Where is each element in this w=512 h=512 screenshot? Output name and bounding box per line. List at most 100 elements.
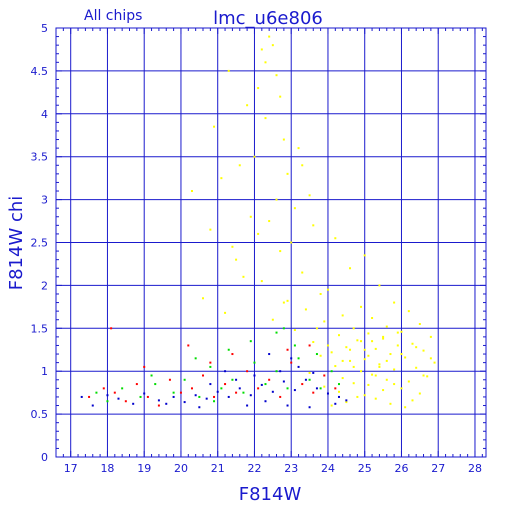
data-point xyxy=(187,344,190,347)
data-point xyxy=(293,344,296,347)
data-point xyxy=(400,387,403,390)
data-point xyxy=(382,337,385,340)
data-point xyxy=(290,357,293,360)
y-tick-label: 4.5 xyxy=(31,65,49,78)
data-point xyxy=(315,327,318,330)
data-point xyxy=(334,387,337,390)
data-point xyxy=(190,190,193,193)
data-point xyxy=(253,155,256,158)
data-point xyxy=(257,387,260,390)
data-point xyxy=(323,374,326,377)
data-point xyxy=(290,361,293,364)
data-point xyxy=(238,387,241,390)
data-point xyxy=(121,387,124,390)
data-point xyxy=(326,344,329,347)
data-point xyxy=(146,395,149,398)
data-point xyxy=(337,390,340,393)
data-point xyxy=(257,87,260,90)
data-point xyxy=(264,117,267,120)
data-point xyxy=(337,383,340,386)
data-point xyxy=(360,370,363,373)
y-tick-label: 2.5 xyxy=(31,237,49,250)
data-point xyxy=(113,391,116,394)
data-point xyxy=(433,361,436,364)
data-point xyxy=(371,340,374,343)
data-points xyxy=(80,35,436,409)
data-point xyxy=(323,320,326,323)
data-point xyxy=(371,373,374,376)
y-tick-label: 1.5 xyxy=(31,322,49,335)
data-point xyxy=(238,164,241,167)
data-point xyxy=(363,254,366,257)
data-point xyxy=(242,275,245,278)
y-tick-label: 5 xyxy=(41,22,48,35)
x-tick-label: 26 xyxy=(394,462,408,475)
y-tick-label: 3 xyxy=(41,194,48,207)
data-point xyxy=(124,400,127,403)
data-point xyxy=(382,335,385,338)
data-point xyxy=(396,331,399,334)
data-point xyxy=(411,399,414,402)
data-point xyxy=(106,394,109,397)
data-point xyxy=(286,299,289,302)
data-point xyxy=(231,378,234,381)
data-point xyxy=(231,353,234,356)
data-point xyxy=(341,314,344,317)
data-point xyxy=(319,387,322,390)
data-point xyxy=(352,327,355,330)
data-point xyxy=(385,359,388,362)
data-point xyxy=(415,346,418,349)
data-point xyxy=(352,382,355,385)
data-point xyxy=(334,402,337,405)
data-point xyxy=(429,357,432,360)
data-point xyxy=(88,395,91,398)
data-point xyxy=(293,389,296,392)
data-point xyxy=(422,349,425,352)
data-point xyxy=(132,402,135,405)
data-point xyxy=(334,365,337,368)
data-point xyxy=(220,387,223,390)
data-point xyxy=(286,404,289,407)
y-axis-title: F814W chi xyxy=(6,196,27,291)
data-point xyxy=(367,332,370,335)
data-point xyxy=(179,391,182,394)
grid xyxy=(56,27,486,458)
data-point xyxy=(341,359,344,362)
data-point xyxy=(209,383,212,386)
data-point xyxy=(135,383,138,386)
data-point xyxy=(326,392,329,395)
data-point xyxy=(95,391,98,394)
data-point xyxy=(297,365,300,368)
y-tick-label: 0.5 xyxy=(31,408,49,421)
data-point xyxy=(301,383,304,386)
data-point xyxy=(213,125,216,128)
data-point xyxy=(139,395,142,398)
data-point xyxy=(279,370,282,373)
data-point xyxy=(323,385,326,388)
data-point xyxy=(157,404,160,407)
data-point xyxy=(374,347,377,350)
data-point xyxy=(194,394,197,397)
data-point xyxy=(286,172,289,175)
data-point xyxy=(404,356,407,359)
data-point xyxy=(183,378,186,381)
data-point xyxy=(279,250,282,253)
data-point xyxy=(224,311,227,314)
data-point xyxy=(275,331,278,334)
data-point xyxy=(253,374,256,377)
x-tick-label: 24 xyxy=(321,462,335,475)
data-point xyxy=(349,359,352,362)
axis-ticks: 17 18 19 20 21 22 23 24 25 26 27 28 0 0.5 1 1.5 2 2.5 3 3.5… xyxy=(31,22,486,475)
y-tick-label: 0 xyxy=(41,451,48,464)
data-point xyxy=(363,348,366,351)
data-point xyxy=(282,138,285,141)
data-point xyxy=(319,354,322,357)
data-point xyxy=(286,387,289,390)
data-point xyxy=(308,371,311,374)
data-point xyxy=(106,400,109,403)
data-point xyxy=(349,267,352,270)
data-point xyxy=(91,404,94,407)
data-point xyxy=(422,374,425,377)
data-point xyxy=(345,346,348,349)
